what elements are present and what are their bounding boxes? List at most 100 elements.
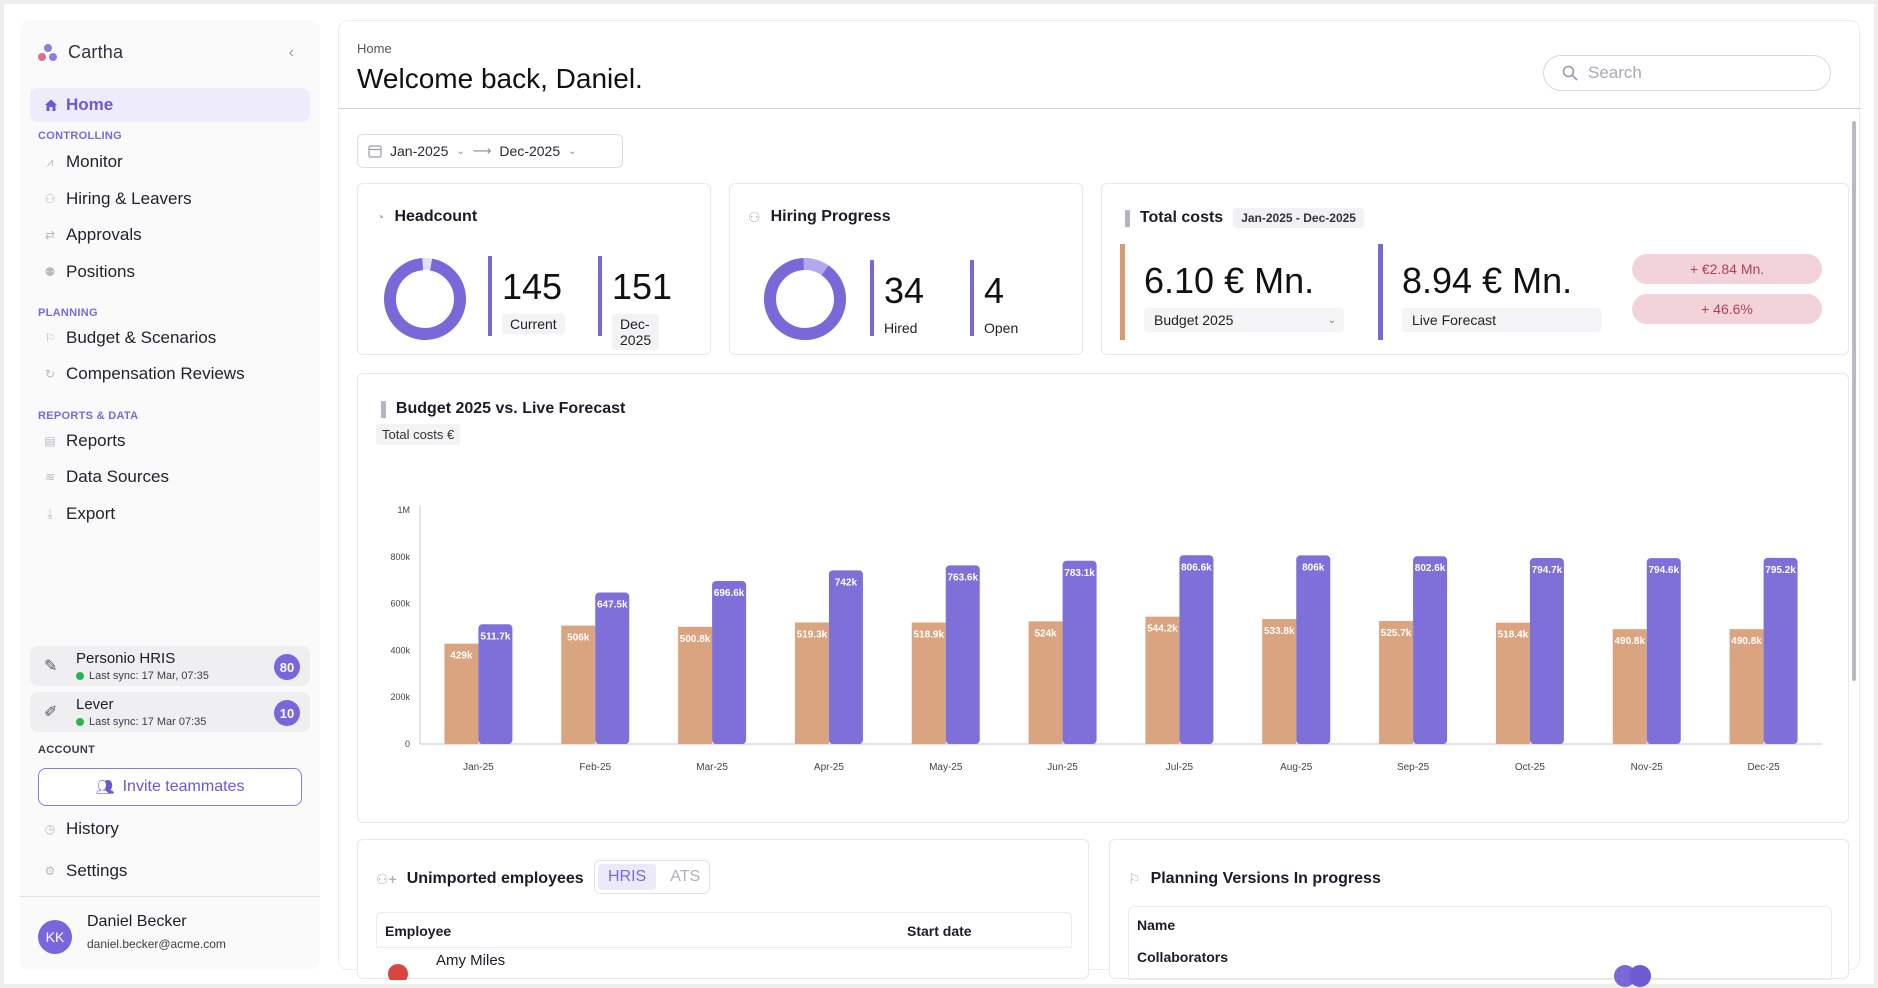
sidebar-item-label: Approvals [66,225,142,244]
lever-icon: ✐ [44,704,58,721]
unimported-employees-card: ⚇+ Unimported employees HRIS ATS Employee… [357,839,1089,980]
date-to[interactable]: Dec-2025 [499,143,561,159]
header-divider [339,108,1861,109]
sidebar-item-budget-scenarios[interactable]: ⚐ Budget & Scenarios [42,328,217,348]
data-label: 500.8k [680,634,711,645]
column-header-start-date[interactable]: Start date [907,923,972,939]
data-label: 795.2k [1765,565,1796,576]
sidebar-item-monitor[interactable]: ⩘ Monitor [42,152,123,172]
history-icon: ◷ [44,822,56,836]
chart-bar [444,643,479,744]
planning-versions-card: ⚐ Planning Versions In progress Name Coll… [1109,839,1849,987]
sidebar-item-label: Compensation Reviews [66,364,245,383]
data-label: 763.6k [947,572,978,583]
chart-bar [1413,556,1448,744]
breadcrumb[interactable]: Home [357,41,392,56]
page-title: Welcome back, Daniel. [357,63,643,94]
sidebar-item-label: Export [66,504,116,523]
signature-icon: ✎ [44,658,58,675]
x-tick-label: Sep-25 [1397,762,1430,773]
data-label: 806.6k [1181,562,1212,573]
delta-absolute-badge: + €2.84 Mn. [1632,254,1822,284]
sidebar-item-data-sources[interactable]: ≋ Data Sources [42,467,169,487]
hiring-donut [764,258,846,340]
chart-bar [828,570,863,744]
table-row[interactable]: Amy Miles [376,950,1072,980]
x-tick-label: May-25 [929,762,963,773]
total-costs-card: ▐ Total costs Jan-2025 - Dec-2025 6.10 €… [1101,183,1849,355]
data-label: 506k [567,633,590,644]
forecast-bar [1378,244,1383,340]
card-title: ⚇ Hiring Progress [748,208,891,226]
sidebar-item-export[interactable]: ⤓ Export [42,504,115,524]
budget-select[interactable]: Budget 2025 ⌄ [1144,308,1344,332]
date-from[interactable]: Jan-2025 [390,143,449,159]
forecast-label: Live Forecast [1402,308,1602,332]
sidebar-item-reports[interactable]: ▤ Reports [42,431,125,451]
column-header-employee[interactable]: Employee [385,923,452,939]
tab-ats[interactable]: ATS [670,868,701,885]
headcount-donut [384,258,466,340]
y-tick-label: 400k [390,645,410,655]
stat-bar [970,260,974,336]
chart-bar [1529,558,1564,744]
chevron-down-icon: ⌄ [1327,314,1336,326]
card-title: ⚇+ Unimported employees [376,870,584,888]
data-label: 519.3k [797,629,828,640]
x-tick-label: Aug-25 [1280,762,1313,773]
data-label: 533.8k [1264,626,1295,637]
headcount-donut-fill [384,258,466,340]
x-tick-label: Nov-25 [1631,762,1664,773]
search-input[interactable]: Search [1543,55,1831,91]
column-header-name: Name [1137,917,1176,933]
chart-bar [1028,621,1063,744]
sidebar-item-history[interactable]: ◷ History [42,819,119,839]
integration-personio[interactable]: ✎ Personio HRIS Last sync: 17 Mar, 07:35… [30,646,310,686]
data-label: 696.6k [714,588,745,599]
scrollbar[interactable] [1852,121,1856,681]
sidebar-item-label: History [66,819,119,838]
collapse-sidebar-icon[interactable]: ‹ [288,44,294,61]
sidebar-item-settings[interactable]: ⚙ Settings [42,861,128,881]
sync-text: Last sync: 17 Mar, 07:35 [89,670,209,682]
sidebar-item-home[interactable]: Home [30,88,310,122]
add-people-icon: 👥︎ [95,779,115,796]
main-content: Home Welcome back, Daniel. Search Jan-20… [338,20,1861,987]
headcount-title: Headcount [394,208,478,225]
chart-bar [1763,557,1798,744]
x-tick-label: Mar-25 [696,762,728,773]
sidebar-item-label: Home [66,95,114,114]
range-separator: - [1295,211,1300,225]
integration-lever[interactable]: ✐ Lever Last sync: 17 Mar 07:35 10 [30,692,310,732]
invite-teammates-button[interactable]: 👥︎ Invite teammates [38,768,302,806]
y-tick-label: 200k [390,692,410,702]
date-range-picker[interactable]: Jan-2025 ⌄ ⟶ Dec-2025 ⌄ [357,134,623,168]
chart-bar [1145,616,1180,744]
stat-value: 4 [984,270,1005,311]
pie-icon: ◔ [376,209,385,225]
chart-bar [595,592,630,744]
sidebar-item-hiring-leavers[interactable]: ⚇ Hiring & Leavers [42,189,192,209]
sync-status-dot [76,718,84,726]
sidebar-item-compensation-reviews[interactable]: ↻ Compensation Reviews [42,364,245,384]
stat-bar [488,256,492,336]
y-tick-label: 800k [390,552,410,562]
sidebar-item-positions[interactable]: ⚉ Positions [42,262,135,282]
avatar[interactable]: KK [38,920,72,954]
stat-value: 151 [612,266,673,307]
x-tick-label: Feb-25 [579,762,611,773]
data-label: 524k [1034,628,1057,639]
card-title: ▐ Budget 2025 vs. Live Forecast [376,400,625,418]
y-tick-label: 600k [390,599,410,609]
hiring-progress-card: ⚇ Hiring Progress 34 Hired 4 Open [729,183,1083,355]
chart-bar [478,624,513,744]
layers-icon: ≋ [44,470,56,484]
y-tick-label: 0 [405,739,410,749]
chart-bar [678,626,713,744]
tab-hris[interactable]: HRIS [598,864,657,890]
data-label: 490.8k [1731,636,1762,647]
brand[interactable]: Cartha [38,42,123,63]
sidebar-item-approvals[interactable]: ⇄ Approvals [42,225,142,245]
bar-chart-icon: ▐ [376,401,386,417]
budget-select-value: Budget 2025 [1154,312,1234,328]
